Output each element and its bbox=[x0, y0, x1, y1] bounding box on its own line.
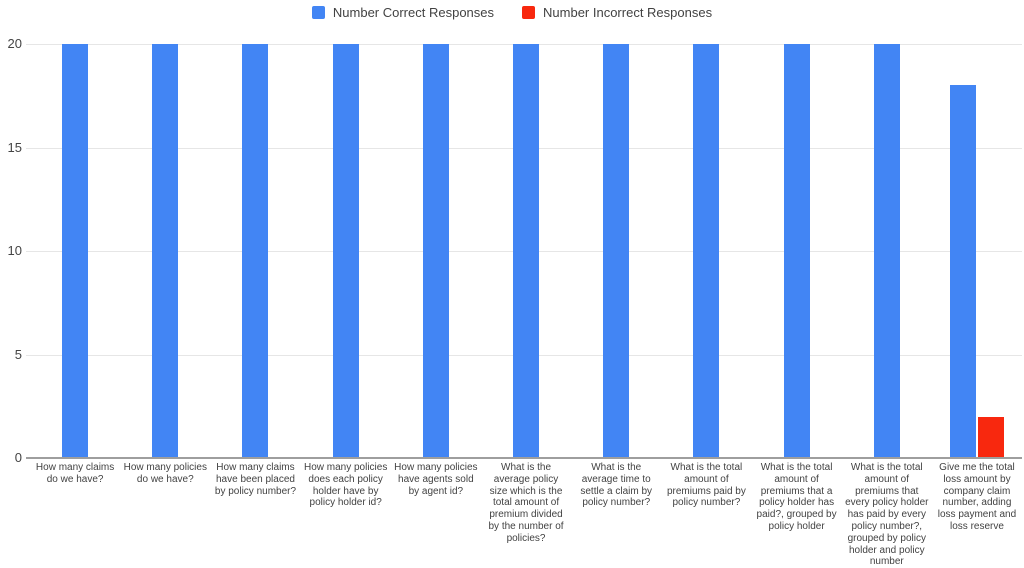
legend-item: Number Incorrect Responses bbox=[522, 5, 712, 20]
category-slot bbox=[301, 44, 391, 458]
legend-label: Number Correct Responses bbox=[332, 4, 495, 20]
bar-correct bbox=[242, 44, 269, 458]
bar-correct bbox=[949, 85, 976, 458]
bar-incorrect bbox=[977, 416, 1004, 458]
correct-series-swatch-icon bbox=[311, 5, 325, 19]
y-tick-label: 15 bbox=[7, 139, 22, 155]
category-slot bbox=[842, 44, 932, 458]
category-slot bbox=[481, 44, 571, 458]
x-axis-label: How many policies does each policy holde… bbox=[303, 462, 388, 509]
bars-layer bbox=[30, 44, 1022, 458]
y-tick-label: 5 bbox=[14, 346, 22, 362]
category-slot bbox=[210, 44, 300, 458]
bar-correct bbox=[783, 44, 810, 458]
y-tick-label: 20 bbox=[7, 36, 22, 51]
responses-bar-chart: Number Correct Responses Number Incorrect… bbox=[0, 4, 1024, 568]
x-axis-label: How many claims have been placed by poli… bbox=[214, 462, 297, 497]
bar-correct bbox=[62, 44, 89, 458]
category-slot bbox=[30, 44, 120, 458]
bar-correct bbox=[513, 44, 540, 458]
chart-legend: Number Correct Responses Number Incorrect… bbox=[0, 4, 1024, 20]
category-slot bbox=[661, 44, 751, 458]
x-axis-label: What is the total amount of premiums tha… bbox=[845, 462, 929, 568]
x-axis-label: What is the total amount of premiums tha… bbox=[756, 462, 837, 532]
x-axis-label: What is the average policy size which is… bbox=[488, 462, 564, 544]
category-slot bbox=[932, 44, 1022, 458]
y-tick-label: 0 bbox=[14, 450, 22, 465]
x-axis-label: What is the total amount of premiums pai… bbox=[666, 462, 746, 509]
x-axis-label: How many policies do we have? bbox=[123, 462, 207, 485]
x-axis-labels: How many claims do we have? How many poli… bbox=[30, 462, 1022, 568]
incorrect-series-swatch-icon bbox=[522, 5, 536, 19]
y-tick-label: 10 bbox=[7, 243, 22, 258]
category-slot bbox=[120, 44, 210, 458]
x-axis-line bbox=[26, 457, 1022, 459]
bar-correct bbox=[603, 44, 630, 458]
category-slot bbox=[571, 44, 661, 458]
x-axis-label: What is the average time to settle a cla… bbox=[580, 462, 653, 509]
x-axis-label: How many policies have agents sold by ag… bbox=[394, 462, 478, 497]
legend-label: Number Incorrect Responses bbox=[543, 4, 713, 20]
y-axis: 0 5 10 15 20 bbox=[0, 37, 25, 465]
bar-correct bbox=[152, 44, 179, 458]
bar-correct bbox=[873, 44, 900, 458]
plot-area bbox=[26, 44, 1022, 459]
x-axis-label: Give me the total loss amount by company… bbox=[937, 462, 1017, 532]
category-slot bbox=[752, 44, 842, 458]
bar-correct bbox=[422, 44, 449, 458]
category-slot bbox=[391, 44, 481, 458]
x-axis-label: How many claims do we have? bbox=[35, 462, 115, 485]
bar-correct bbox=[332, 44, 359, 458]
legend-item: Number Correct Responses bbox=[311, 4, 495, 20]
bar-correct bbox=[693, 44, 720, 458]
